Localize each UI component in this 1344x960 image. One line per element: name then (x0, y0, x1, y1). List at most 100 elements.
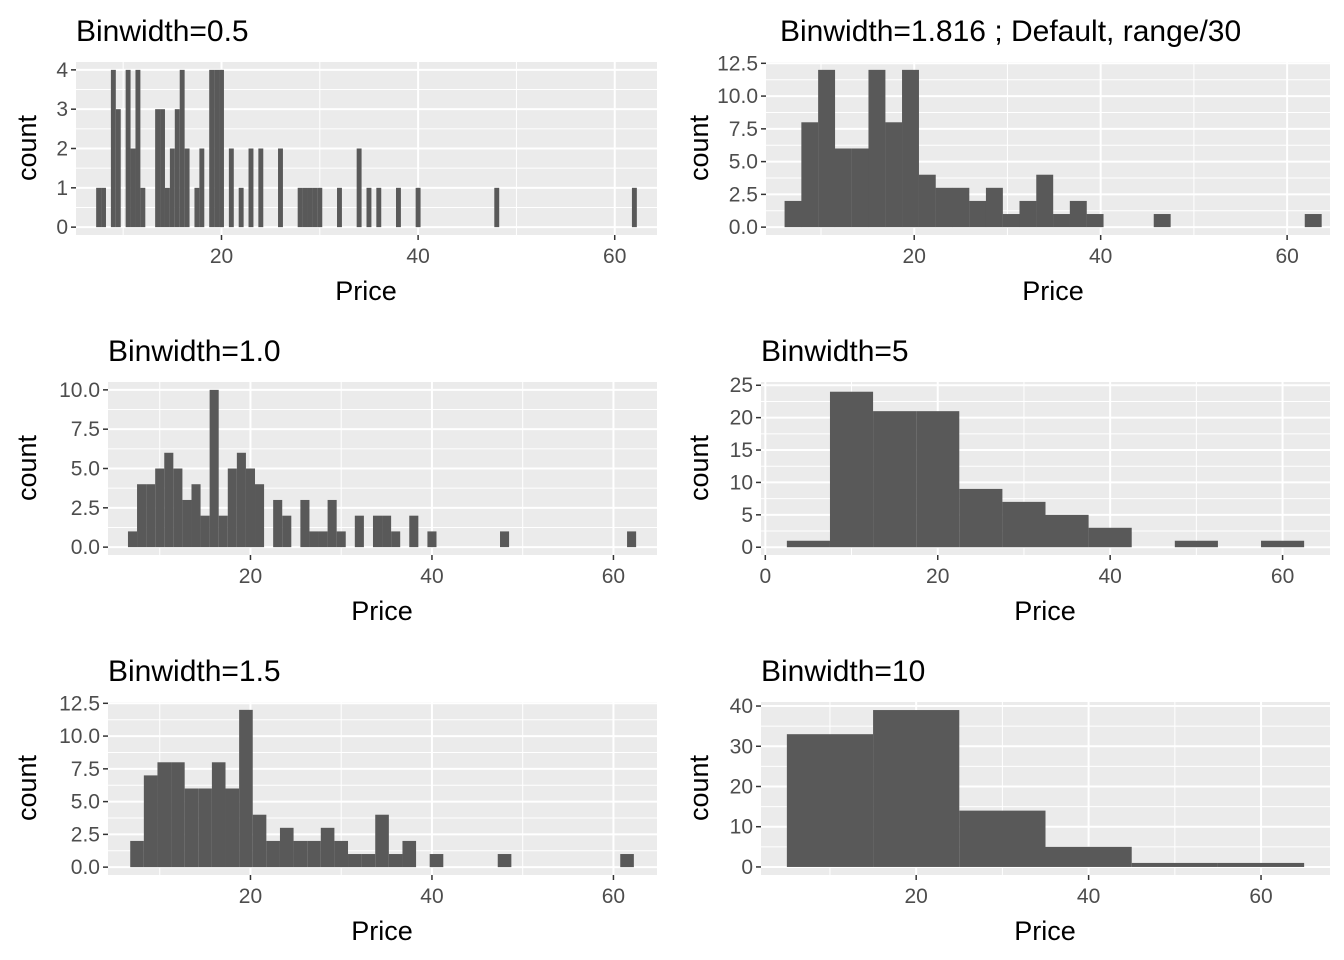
x-axis-title: Price (351, 596, 413, 626)
x-tick-label: 60 (1271, 565, 1294, 588)
panel-5: 0.0 2.5 5.0 7.5 10.0 12.5 20 40 60 Binwidth=1.5 Pr… (12, 655, 657, 946)
histogram-bar (818, 69, 836, 228)
histogram-bar (164, 452, 174, 548)
x-tick-label: 60 (602, 885, 625, 908)
y-tick-label: 10 (730, 471, 753, 494)
histogram-bar (228, 148, 234, 228)
y-tick-label: 0.0 (729, 216, 758, 239)
histogram-bar (985, 187, 1003, 228)
histogram-bar (252, 814, 267, 868)
histogram-bar (143, 775, 158, 868)
histogram-bar (273, 499, 283, 548)
x-axis-title: Price (1022, 276, 1084, 306)
histogram-bar (873, 411, 917, 548)
histogram-bar (200, 515, 210, 548)
histogram-bar (829, 391, 874, 548)
y-tick-label: 40 (730, 695, 753, 718)
y-tick-label: 5 (741, 504, 753, 527)
panel-4: 0 5 10 15 20 25 0 20 40 60 Binwidth=5 Price count (684, 335, 1330, 626)
histogram-bar (1153, 214, 1171, 228)
histogram-bar (834, 148, 852, 228)
histogram-bar (297, 187, 303, 228)
histogram-bar (366, 187, 372, 228)
histogram-bar (1069, 200, 1087, 228)
histogram-bar (302, 187, 308, 228)
panel-title: Binwidth=0.5 (76, 15, 249, 48)
histogram-bar (354, 515, 364, 548)
panel-title: Binwidth=1.5 (108, 655, 281, 688)
histogram-bar (157, 762, 172, 868)
histogram-bar (164, 187, 170, 228)
histogram-bar (282, 515, 292, 548)
y-tick-label: 20 (730, 407, 753, 430)
y-tick-label: 5.0 (729, 151, 758, 174)
y-tick-label: 0.0 (71, 856, 100, 879)
histogram-bar (1086, 214, 1104, 228)
histogram-bar (179, 69, 185, 228)
histogram-bar (868, 69, 886, 228)
x-tick-label: 20 (905, 885, 928, 908)
y-tick-label: 2 (56, 138, 68, 161)
histogram-bar (415, 187, 421, 228)
x-axis-title: Price (1014, 596, 1076, 626)
histogram-bar (873, 710, 960, 867)
histogram-bar (1131, 862, 1218, 867)
histogram-bar (916, 411, 960, 548)
histogram-bar (1261, 540, 1305, 548)
y-tick-label: 12.5 (717, 52, 758, 75)
histogram-bar (312, 187, 318, 228)
histogram-bar (173, 468, 183, 548)
histogram-bar (361, 854, 376, 868)
histogram-bar (801, 122, 819, 228)
x-axis-title: Price (335, 276, 397, 306)
histogram-bar (1304, 214, 1322, 228)
y-tick-label: 7.5 (71, 758, 100, 781)
histogram-bar (786, 540, 830, 548)
histogram-bar (1045, 846, 1132, 867)
histogram-bar (96, 187, 102, 228)
y-tick-label: 12.5 (59, 692, 100, 715)
histogram-bar (320, 827, 335, 868)
x-tick-label: 20 (239, 885, 262, 908)
y-tick-label: 10 (730, 816, 753, 839)
histogram-bar (1045, 514, 1089, 548)
histogram-bar (110, 69, 116, 228)
y-tick-label: 3 (56, 98, 68, 121)
x-tick-label: 40 (1098, 565, 1121, 588)
x-tick-label: 60 (1249, 885, 1272, 908)
histogram-bar (1217, 862, 1305, 867)
histogram-bar (184, 788, 199, 868)
histogram-bar (279, 827, 294, 868)
histogram-bar (219, 69, 224, 228)
histogram-bar (902, 69, 919, 228)
histogram-bar (245, 468, 256, 548)
histogram-bar (293, 840, 308, 868)
histogram-bar (218, 515, 228, 548)
histogram-bar (169, 148, 175, 228)
histogram-bar (336, 531, 346, 548)
histogram-bar (191, 484, 201, 548)
y-tick-label: 7.5 (71, 418, 100, 441)
y-tick-label: 20 (730, 775, 753, 798)
histogram-bar (327, 499, 337, 548)
histogram-bar (372, 515, 383, 548)
histogram-bar (211, 762, 226, 868)
histogram-bar (174, 109, 180, 228)
histogram-bar (146, 484, 156, 548)
histogram-bar (935, 187, 953, 228)
x-tick-label: 60 (1275, 245, 1298, 268)
histogram-bar (620, 854, 634, 868)
histogram-bar (429, 854, 444, 868)
histogram-bar (337, 187, 342, 228)
histogram-bar (199, 148, 205, 228)
histogram-bar (182, 499, 192, 548)
histogram-bar (1088, 527, 1132, 548)
x-tick-label: 0 (759, 565, 771, 588)
x-tick-label: 20 (903, 245, 926, 268)
histogram-bar (248, 148, 254, 228)
x-axis-title: Price (1014, 916, 1076, 946)
histogram-bar (278, 148, 283, 228)
y-axis-title: count (684, 434, 714, 501)
y-tick-label: 0.0 (71, 536, 100, 559)
